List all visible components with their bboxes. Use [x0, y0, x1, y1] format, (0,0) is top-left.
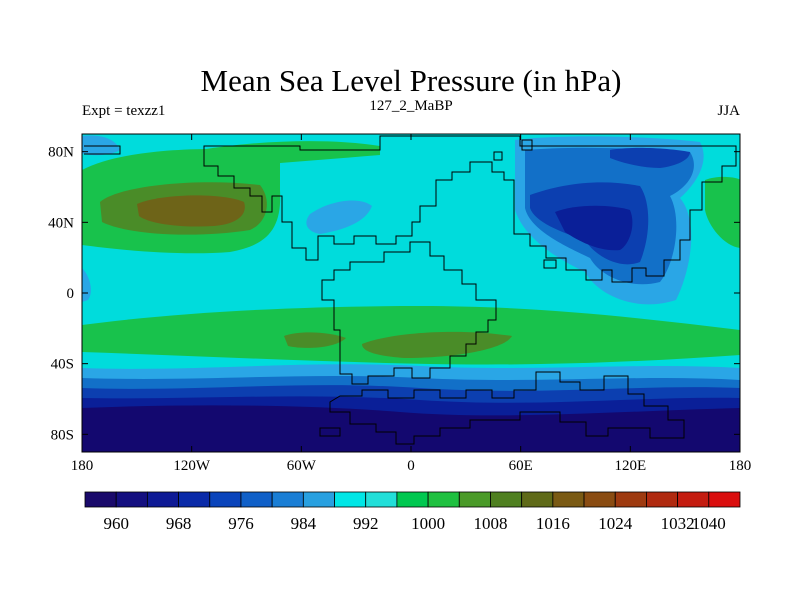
x-tick-label: 180 — [71, 458, 94, 474]
pressure-field — [82, 134, 740, 452]
arctic-light-blue — [82, 135, 120, 156]
colorbar-label: 992 — [353, 514, 379, 533]
continent-outlines — [84, 135, 737, 445]
colorbar-swatch — [614, 491, 647, 508]
colorbar-swatch — [84, 491, 117, 508]
colorbar-swatch — [209, 491, 242, 508]
colorbar-swatch — [583, 491, 616, 508]
island-outline-3 — [493, 151, 503, 161]
x-tick-label: 120W — [173, 458, 211, 474]
colorbar-label: 1016 — [536, 514, 570, 533]
asian-low-navy-core — [555, 205, 633, 251]
island-outline-1 — [319, 427, 341, 437]
asian-low-navy-north — [610, 147, 690, 168]
y-tick-label: 0 — [67, 286, 75, 302]
colorbar-label: 984 — [291, 514, 317, 533]
x-tick-label: 60W — [287, 458, 317, 474]
colorbar-label: 1024 — [598, 514, 633, 533]
x-tick-label: 0 — [407, 458, 415, 474]
figure-title: Mean Sea Level Pressure (in hPa) — [201, 63, 622, 98]
southern-high-olive-center — [362, 331, 512, 358]
y-tick-label: 80S — [51, 427, 74, 443]
colorbar-swatch — [178, 491, 211, 508]
arctic-coast-outline — [84, 145, 121, 155]
southern-high-olive-west — [284, 332, 346, 348]
gondwana-outline — [321, 241, 497, 385]
antarctica-outline — [329, 371, 685, 445]
x-tick-label: 180 — [729, 458, 752, 474]
y-tick-label: 40N — [48, 215, 74, 231]
colorbar-swatch — [396, 491, 429, 508]
colorbar-swatch — [677, 491, 710, 508]
colorbar-label: 1000 — [411, 514, 445, 533]
colorbar-swatch — [427, 491, 460, 508]
colorbar-swatch — [115, 491, 148, 508]
colorbar-swatch — [146, 491, 179, 508]
colorbar-label: 1008 — [473, 514, 507, 533]
colorbar-label: 1032 — [661, 514, 695, 533]
experiment-label: Expt = texzz1 — [82, 103, 165, 119]
period-label: 127_2_MaBP — [369, 98, 452, 114]
y-tick-label: 40S — [51, 357, 74, 373]
colorbar-swatch — [365, 491, 398, 508]
colorbar-label: 976 — [228, 514, 254, 533]
colorbar-label: 960 — [103, 514, 129, 533]
map-axes: 180 120W 60W 0 60E 120E 180 80N 40N 0 40S 80S — [48, 134, 751, 474]
northern-green-arc — [200, 141, 380, 170]
colorbar-swatch — [521, 491, 554, 508]
colorbar-swatch — [646, 491, 679, 508]
antarctic-low-deep-navy — [82, 405, 740, 452]
pacific-high-brown-core — [137, 195, 245, 227]
x-tick-label: 120E — [614, 458, 646, 474]
colorbar-swatch — [271, 491, 304, 508]
colorbar-swatch — [334, 491, 367, 508]
colorbar-label: 968 — [166, 514, 192, 533]
laurasia-outline — [203, 135, 737, 283]
island-outline-2 — [521, 139, 533, 151]
east-pacific-high-green — [705, 176, 740, 248]
colorbar-swatch — [302, 491, 335, 508]
colorbar-swatch — [458, 491, 491, 508]
x-tick-label: 60E — [509, 458, 533, 474]
colorbar-swatch — [490, 491, 523, 508]
colorbar-swatch — [708, 491, 741, 508]
colorbar-label: 1040 — [692, 514, 726, 533]
island-outline-4 — [543, 259, 557, 269]
atlantic-light-blue — [306, 200, 372, 234]
y-tick-label: 80N — [48, 145, 74, 161]
colorbar-swatch — [240, 491, 273, 508]
colorbar-swatch — [552, 491, 585, 508]
season-label: JJA — [717, 103, 740, 119]
